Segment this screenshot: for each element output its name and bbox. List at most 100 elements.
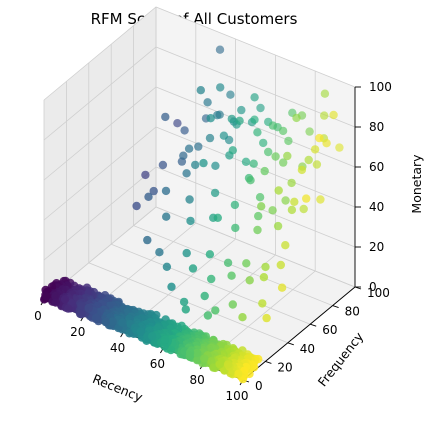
data-point: [237, 105, 246, 115]
data-point: [250, 93, 259, 102]
data-point: [191, 160, 200, 170]
data-point: [242, 259, 251, 268]
data-point: [228, 300, 237, 309]
data-point: [60, 295, 70, 304]
data-point: [230, 200, 240, 210]
y-tick-label: 80: [345, 305, 360, 319]
data-point: [205, 250, 215, 259]
data-point: [51, 298, 60, 307]
y-tick-mark: [287, 342, 294, 346]
data-point: [304, 155, 313, 165]
data-point: [254, 211, 263, 221]
floor-pane: [44, 207, 355, 380]
data-point: [167, 282, 176, 291]
data-point: [203, 311, 213, 320]
data-point: [118, 318, 127, 327]
left-wall-pane: [44, 7, 156, 300]
grid-line-y: [155, 7, 356, 288]
data-point: [287, 205, 297, 215]
data-point: [179, 297, 189, 307]
z-tick-label: 60: [369, 160, 384, 174]
data-points: [40, 45, 344, 384]
data-point: [181, 305, 190, 314]
data-point: [287, 178, 296, 188]
data-point: [283, 151, 292, 161]
x-tick-label: 80: [190, 373, 205, 387]
data-point: [249, 159, 258, 168]
data-point: [312, 160, 322, 169]
data-point: [262, 313, 271, 323]
data-point: [278, 126, 288, 136]
data-point: [235, 116, 244, 126]
data-point: [160, 335, 170, 344]
data-point: [144, 192, 153, 201]
data-point: [246, 176, 255, 185]
z-tick-label: 20: [369, 240, 384, 254]
data-point: [182, 169, 191, 178]
data-point: [255, 193, 265, 202]
data-point: [141, 170, 150, 180]
y-tick-mark: [310, 323, 317, 327]
data-point: [211, 161, 220, 170]
data-point: [335, 143, 344, 152]
data-point: [281, 196, 290, 205]
data-point: [281, 241, 290, 250]
data-point: [320, 111, 329, 120]
data-point: [162, 262, 172, 271]
data-point: [185, 351, 194, 361]
data-point: [213, 111, 222, 120]
grid-line-y: [110, 44, 311, 325]
data-point: [260, 166, 269, 176]
data-point: [76, 309, 85, 319]
data-point: [148, 332, 157, 341]
data-point: [228, 146, 237, 155]
data-point: [261, 262, 270, 272]
data-point: [210, 188, 220, 198]
y-axis-label: Frequency: [315, 329, 367, 390]
data-point: [207, 274, 216, 284]
data-point: [63, 304, 73, 313]
data-point: [274, 186, 283, 195]
data-point: [205, 133, 215, 143]
data-point: [273, 221, 283, 231]
y-tick-label: 20: [277, 360, 292, 374]
data-point: [207, 357, 216, 366]
data-point: [84, 303, 93, 313]
data-point: [320, 89, 330, 98]
data-point: [161, 112, 170, 122]
data-point: [264, 147, 273, 157]
data-point: [101, 317, 110, 327]
y-tick-mark: [265, 360, 272, 364]
data-point: [259, 273, 269, 282]
data-point: [241, 157, 251, 166]
x-tick-label: 20: [70, 325, 85, 339]
data-point: [268, 121, 278, 130]
data-point: [245, 276, 254, 285]
data-point: [305, 127, 314, 136]
data-point: [290, 197, 299, 206]
data-point: [257, 202, 266, 211]
data-point: [136, 327, 145, 336]
data-point: [256, 103, 265, 113]
data-point: [299, 204, 308, 214]
data-point: [91, 313, 101, 322]
data-point: [226, 90, 235, 99]
z-axis-label: Monetary: [409, 154, 424, 214]
data-point: [160, 342, 169, 351]
data-point: [250, 115, 259, 124]
data-point: [108, 317, 117, 326]
z-tick-label: 100: [369, 80, 392, 94]
data-point: [219, 131, 229, 140]
x-tick-label: 0: [34, 309, 42, 323]
data-point: [41, 285, 50, 295]
data-point: [315, 133, 324, 143]
data-point: [162, 212, 171, 221]
data-point: [194, 142, 203, 151]
data-point: [182, 248, 191, 258]
data-point: [184, 144, 194, 153]
data-point: [185, 195, 194, 204]
data-point: [302, 194, 311, 203]
data-point: [200, 291, 209, 301]
x-tick-label: 100: [226, 389, 249, 403]
